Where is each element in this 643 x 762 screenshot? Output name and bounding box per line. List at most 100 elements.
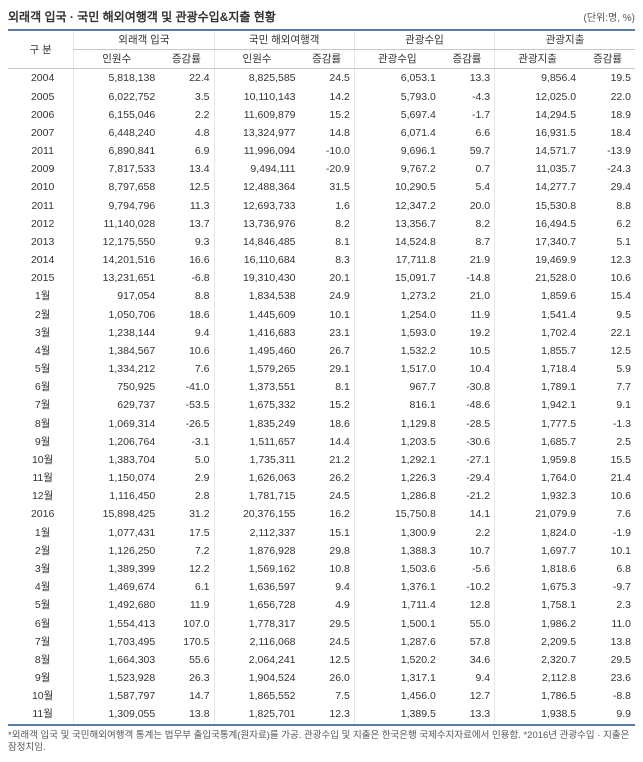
page-title: 외래객 입국 · 국민 해외여행객 및 관광수입&지출 현황 bbox=[8, 8, 276, 25]
cell-expense-rate: 29.5 bbox=[580, 651, 635, 669]
cell-inbound-count: 1,389,399 bbox=[74, 560, 159, 578]
cell-revenue-rate: -14.8 bbox=[440, 269, 495, 287]
table-row: 1월917,0548.81,834,53824.91,273.221.01,85… bbox=[8, 287, 635, 305]
cell-inbound-count: 1,664,303 bbox=[74, 651, 159, 669]
row-label: 10월 bbox=[8, 687, 74, 705]
cell-expense-rate: 21.4 bbox=[580, 469, 635, 487]
col-group-expense: 관광지출 bbox=[495, 30, 635, 50]
cell-expense: 14,277.7 bbox=[495, 178, 580, 196]
cell-outbound-rate: 20.1 bbox=[300, 269, 355, 287]
cell-revenue-rate: 11.9 bbox=[440, 306, 495, 324]
cell-expense-rate: 6.2 bbox=[580, 215, 635, 233]
table-row: 8월1,664,30355.62,064,24112.51,520.234.62… bbox=[8, 651, 635, 669]
cell-revenue: 12,347.2 bbox=[354, 197, 439, 215]
cell-outbound-count: 1,876,928 bbox=[214, 542, 299, 560]
cell-outbound-rate: 9.4 bbox=[300, 578, 355, 596]
cell-revenue-rate: 13.3 bbox=[440, 69, 495, 88]
table-row: 5월1,492,68011.91,656,7284.91,711.412.81,… bbox=[8, 596, 635, 614]
cell-outbound-rate: 14.2 bbox=[300, 88, 355, 106]
cell-outbound-count: 1,904,524 bbox=[214, 669, 299, 687]
cell-inbound-count: 1,077,431 bbox=[74, 524, 159, 542]
cell-expense-rate: 7.6 bbox=[580, 505, 635, 523]
cell-outbound-count: 13,736,976 bbox=[214, 215, 299, 233]
cell-revenue: 10,290.5 bbox=[354, 178, 439, 196]
cell-inbound-rate: -6.8 bbox=[159, 269, 214, 287]
cell-revenue: 1,203.5 bbox=[354, 433, 439, 451]
cell-outbound-rate: 16.2 bbox=[300, 505, 355, 523]
cell-outbound-rate: 7.5 bbox=[300, 687, 355, 705]
cell-inbound-rate: -41.0 bbox=[159, 378, 214, 396]
col-rate: 증감률 bbox=[440, 50, 495, 69]
cell-revenue: 15,750.8 bbox=[354, 505, 439, 523]
cell-outbound-rate: 15.2 bbox=[300, 396, 355, 414]
cell-expense: 1,764.0 bbox=[495, 469, 580, 487]
table-row: 20056,022,7523.510,110,14314.25,793.0-4.… bbox=[8, 88, 635, 106]
cell-revenue-rate: 21.9 bbox=[440, 251, 495, 269]
cell-inbound-rate: 31.2 bbox=[159, 505, 214, 523]
cell-expense: 2,112.8 bbox=[495, 669, 580, 687]
cell-inbound-rate: 10.6 bbox=[159, 342, 214, 360]
cell-inbound-count: 1,334,212 bbox=[74, 360, 159, 378]
cell-revenue-rate: 55.0 bbox=[440, 615, 495, 633]
data-table: 구 분 외래객 입국 국민 해외여행객 관광수입 관광지출 인원수 증감률 인원… bbox=[8, 29, 635, 726]
header-row: 외래객 입국 · 국민 해외여행객 및 관광수입&지출 현황 (단위:명, %) bbox=[8, 8, 635, 25]
cell-outbound-rate: 14.4 bbox=[300, 433, 355, 451]
cell-expense: 16,494.5 bbox=[495, 215, 580, 233]
cell-outbound-rate: 15.2 bbox=[300, 106, 355, 124]
cell-outbound-count: 12,488,364 bbox=[214, 178, 299, 196]
cell-expense: 1,824.0 bbox=[495, 524, 580, 542]
row-label: 3월 bbox=[8, 324, 74, 342]
table-row: 7월1,703,495170.52,116,06824.51,287.657.8… bbox=[8, 633, 635, 651]
cell-outbound-rate: 8.1 bbox=[300, 378, 355, 396]
cell-expense: 21,079.9 bbox=[495, 505, 580, 523]
cell-revenue: 5,697.4 bbox=[354, 106, 439, 124]
cell-outbound-count: 11,609,879 bbox=[214, 106, 299, 124]
cell-inbound-count: 1,050,706 bbox=[74, 306, 159, 324]
cell-inbound-rate: -53.5 bbox=[159, 396, 214, 414]
table-row: 201414,201,51616.616,110,6848.317,711.82… bbox=[8, 251, 635, 269]
table-row: 201513,231,651-6.819,310,43020.115,091.7… bbox=[8, 269, 635, 287]
cell-inbound-count: 15,898,425 bbox=[74, 505, 159, 523]
cell-revenue: 1,292.1 bbox=[354, 451, 439, 469]
cell-outbound-count: 1,511,657 bbox=[214, 433, 299, 451]
cell-expense: 11,035.7 bbox=[495, 160, 580, 178]
col-rate: 증감률 bbox=[159, 50, 214, 69]
cell-revenue: 5,793.0 bbox=[354, 88, 439, 106]
cell-outbound-count: 19,310,430 bbox=[214, 269, 299, 287]
cell-inbound-rate: 2.2 bbox=[159, 106, 214, 124]
cell-revenue: 13,356.7 bbox=[354, 215, 439, 233]
cell-outbound-count: 1,416,683 bbox=[214, 324, 299, 342]
cell-revenue: 1,376.1 bbox=[354, 578, 439, 596]
cell-expense: 19,469.9 bbox=[495, 251, 580, 269]
cell-inbound-rate: -26.5 bbox=[159, 415, 214, 433]
cell-inbound-rate: 12.2 bbox=[159, 560, 214, 578]
table-row: 11월1,150,0742.91,626,06326.21,226.3-29.4… bbox=[8, 469, 635, 487]
cell-expense-rate: 18.4 bbox=[580, 124, 635, 142]
cell-outbound-rate: -20.9 bbox=[300, 160, 355, 178]
cell-revenue-rate: 57.8 bbox=[440, 633, 495, 651]
cell-inbound-rate: 55.6 bbox=[159, 651, 214, 669]
cell-expense-rate: 7.7 bbox=[580, 378, 635, 396]
cell-inbound-count: 1,523,928 bbox=[74, 669, 159, 687]
cell-revenue-rate: 9.4 bbox=[440, 669, 495, 687]
cell-revenue-rate: -29.4 bbox=[440, 469, 495, 487]
cell-inbound-count: 1,309,055 bbox=[74, 705, 159, 724]
row-label: 2013 bbox=[8, 233, 74, 251]
cell-inbound-rate: 6.9 bbox=[159, 142, 214, 160]
cell-outbound-rate: 21.2 bbox=[300, 451, 355, 469]
table-row: 6월1,554,413107.01,778,31729.51,500.155.0… bbox=[8, 615, 635, 633]
cell-revenue: 1,226.3 bbox=[354, 469, 439, 487]
cell-expense-rate: 19.5 bbox=[580, 69, 635, 88]
row-label: 7월 bbox=[8, 396, 74, 414]
cell-revenue-rate: 12.8 bbox=[440, 596, 495, 614]
cell-revenue-rate: 10.7 bbox=[440, 542, 495, 560]
table-row: 20108,797,65812.512,488,36431.510,290.55… bbox=[8, 178, 635, 196]
cell-outbound-count: 1,778,317 bbox=[214, 615, 299, 633]
cell-expense: 1,932.3 bbox=[495, 487, 580, 505]
cell-revenue-rate: -30.8 bbox=[440, 378, 495, 396]
cell-revenue: 1,286.8 bbox=[354, 487, 439, 505]
cell-expense: 1,697.7 bbox=[495, 542, 580, 560]
table-row: 11월1,309,05513.81,825,70112.31,389.513.3… bbox=[8, 705, 635, 724]
cell-inbound-count: 14,201,516 bbox=[74, 251, 159, 269]
row-label: 11월 bbox=[8, 469, 74, 487]
